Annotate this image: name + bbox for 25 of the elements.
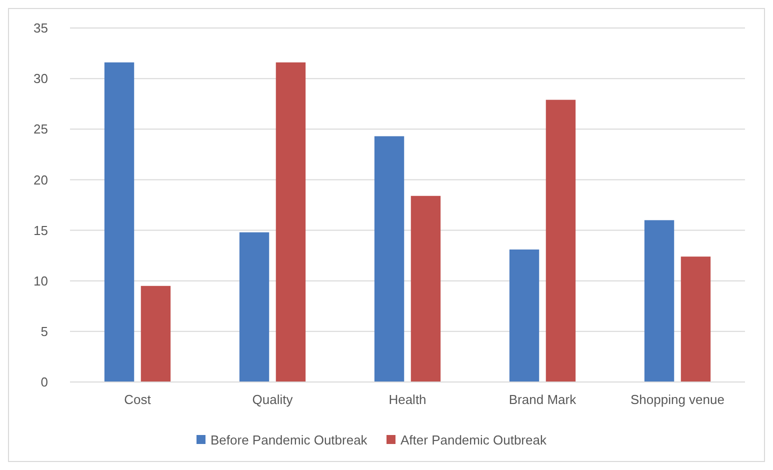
y-tick-label: 20 — [34, 172, 48, 188]
x-tick-label: Shopping venue — [630, 392, 724, 407]
x-tick-label: Cost — [124, 392, 152, 407]
bar — [140, 286, 171, 382]
bar — [374, 136, 404, 382]
bar — [239, 232, 270, 382]
y-tick-label: 35 — [34, 20, 48, 36]
y-tick-label: 5 — [40, 324, 48, 339]
y-tick-label: 25 — [34, 122, 48, 137]
bar — [509, 250, 540, 382]
x-tick-label: Health — [388, 392, 426, 407]
legend-label: Before Pandemic Outbreak — [210, 432, 368, 448]
y-tick-label: 0 — [40, 374, 48, 390]
bar — [644, 220, 674, 382]
y-tick-label: 30 — [34, 71, 48, 86]
y-tick-label: 10 — [34, 273, 48, 288]
x-tick-label: Brand Mark — [508, 392, 577, 407]
legend-label: After Pandemic Outbreak — [400, 432, 547, 448]
bar — [680, 256, 711, 382]
bar — [546, 100, 576, 382]
x-tick-label: Quality — [252, 392, 294, 407]
bar — [276, 62, 306, 382]
y-tick-label: 15 — [34, 222, 48, 238]
bar — [410, 196, 441, 382]
bar — [104, 62, 134, 382]
